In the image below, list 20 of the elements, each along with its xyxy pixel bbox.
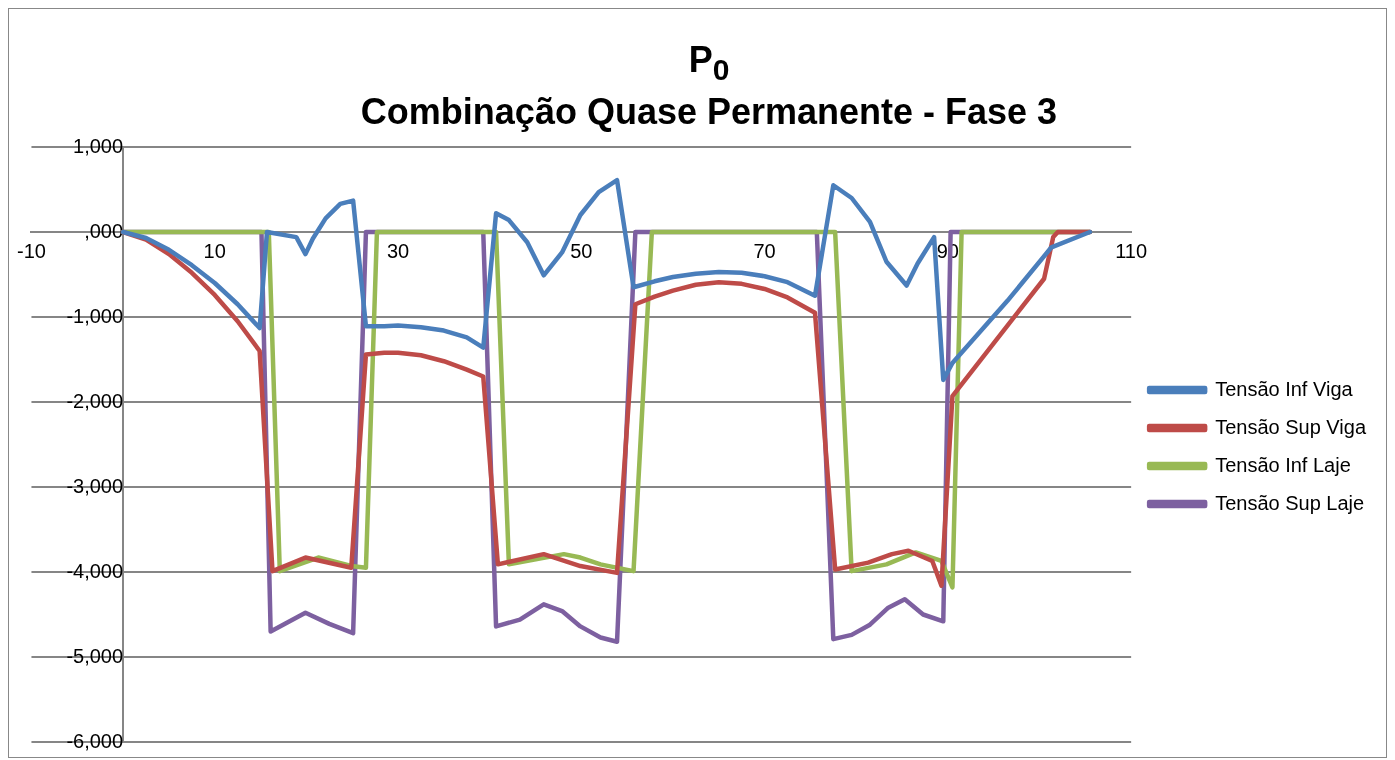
legend-label: Tensão Sup Laje: [1215, 491, 1365, 514]
x-tick-label: 110: [1115, 239, 1148, 262]
y-tick-label: -2,000: [66, 389, 124, 412]
x-tick-label: 10: [203, 239, 226, 262]
legend-label: Tensão Inf Viga: [1215, 377, 1354, 400]
legend-label: Tensão Sup Viga: [1215, 415, 1367, 438]
x-tick-label: 70: [753, 239, 776, 262]
y-tick-label: 1,000: [73, 134, 124, 157]
y-tick-label: -1,000: [66, 304, 124, 327]
chart-title: P$_{0}$: [687, 39, 731, 89]
y-tick-label: -6,000: [66, 729, 124, 752]
y-tick-label: -4,000: [66, 559, 124, 582]
y-tick-label: ,000: [84, 219, 124, 242]
y-tick-label: -5,000: [66, 644, 124, 667]
x-tick-label: 30: [386, 239, 410, 262]
x-tick-label: 50: [570, 239, 593, 262]
chart-subtitle: Combinação Quase Permanente - Fase 3: [359, 91, 1059, 134]
y-tick-label: -3,000: [66, 474, 124, 497]
legend-label: Tensão Inf Laje: [1215, 453, 1351, 476]
x-tick-label: -10: [17, 239, 46, 262]
